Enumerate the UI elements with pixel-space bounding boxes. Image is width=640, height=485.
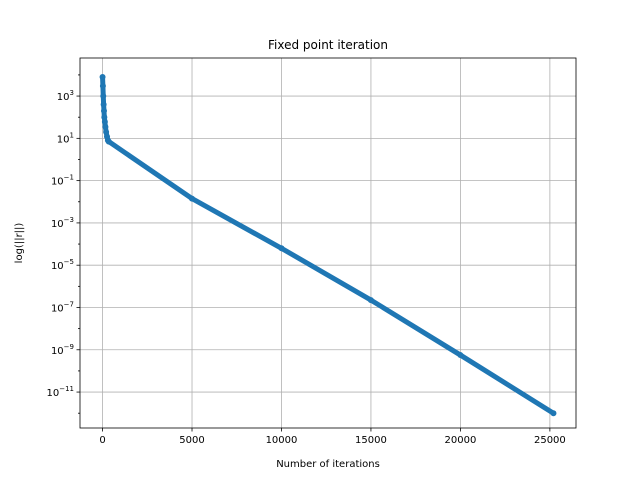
x-tick-label: 0 bbox=[99, 435, 105, 446]
data-point bbox=[103, 128, 110, 135]
data-point bbox=[367, 297, 374, 304]
data-point bbox=[101, 114, 108, 121]
x-axis-label: Number of iterations bbox=[276, 459, 380, 470]
y-tick-label: 10−9 bbox=[51, 343, 74, 357]
y-axis-label: log(||r||) bbox=[14, 223, 25, 264]
x-tick-label: 10000 bbox=[266, 435, 298, 446]
x-ticks: 0 5000 10000 15000 20000 25000 bbox=[99, 428, 566, 446]
data-point bbox=[105, 138, 112, 145]
data-point bbox=[99, 73, 106, 80]
y-tick-label: 10−5 bbox=[51, 258, 74, 272]
y-tick-label: 10−7 bbox=[51, 300, 74, 314]
data-point bbox=[102, 123, 109, 130]
data-point bbox=[99, 82, 106, 89]
data-point bbox=[100, 101, 107, 108]
y-tick-label: 10−11 bbox=[46, 385, 74, 399]
axes-frame bbox=[79, 57, 577, 429]
x-tick-label: 25000 bbox=[534, 435, 566, 446]
data-point bbox=[457, 352, 464, 359]
y-tick-label: 103 bbox=[57, 89, 74, 103]
data-point bbox=[278, 245, 285, 252]
data-point bbox=[550, 410, 557, 417]
x-tick-label: 15000 bbox=[355, 435, 387, 446]
data-point bbox=[189, 195, 196, 202]
x-tick-label: 5000 bbox=[179, 435, 204, 446]
y-tick-label: 10−1 bbox=[51, 174, 74, 188]
y-tick-label: 101 bbox=[57, 131, 74, 145]
y-tick-label: 10−3 bbox=[51, 216, 74, 230]
x-tick-label: 20000 bbox=[445, 435, 477, 446]
data-point bbox=[100, 93, 107, 100]
data-layer bbox=[99, 73, 557, 417]
y-ticks: 103 101 10−1 10−3 10−5 10−7 10−9 10−11 bbox=[46, 74, 80, 414]
chart-title: Fixed point iteration bbox=[268, 38, 388, 52]
data-point bbox=[100, 107, 107, 114]
data-point bbox=[101, 118, 108, 125]
